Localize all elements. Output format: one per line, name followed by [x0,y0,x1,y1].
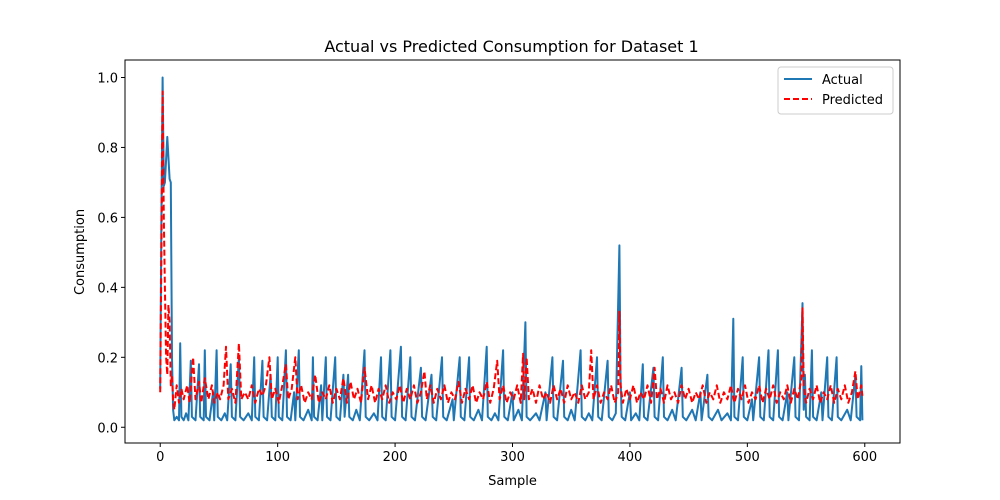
y-tick-label: 1.0 [97,71,118,86]
legend: Actual Predicted [777,66,894,115]
plot-area [159,76,864,422]
x-tick-label: 100 [265,450,290,465]
legend-label-actual: Actual [822,73,863,88]
x-tick-label: 500 [735,450,760,465]
ticks: 0 100 200 300 400 500 600 0.0 0.2 0.4 0.6 0.8 1.0 [97,71,877,465]
x-tick-label: 400 [618,450,643,465]
x-tick-label: 300 [500,450,525,465]
legend-label-predicted: Predicted [822,93,883,108]
series-line-actual [159,76,864,422]
y-tick-label: 0.2 [97,351,118,366]
series-line-predicted [159,90,864,411]
y-tick-label: 0.6 [97,211,118,226]
y-tick-label: 0.4 [97,281,118,296]
x-tick-label: 600 [852,450,877,465]
y-axis-label: Consumption [73,209,88,295]
x-tick-label: 200 [383,450,408,465]
x-tick-label: 0 [156,450,164,465]
chart-title: Actual vs Predicted Consumption for Data… [324,37,698,56]
y-tick-label: 0.8 [97,141,118,156]
x-axis-label: Sample [488,474,537,489]
y-tick-label: 0.0 [97,421,118,436]
